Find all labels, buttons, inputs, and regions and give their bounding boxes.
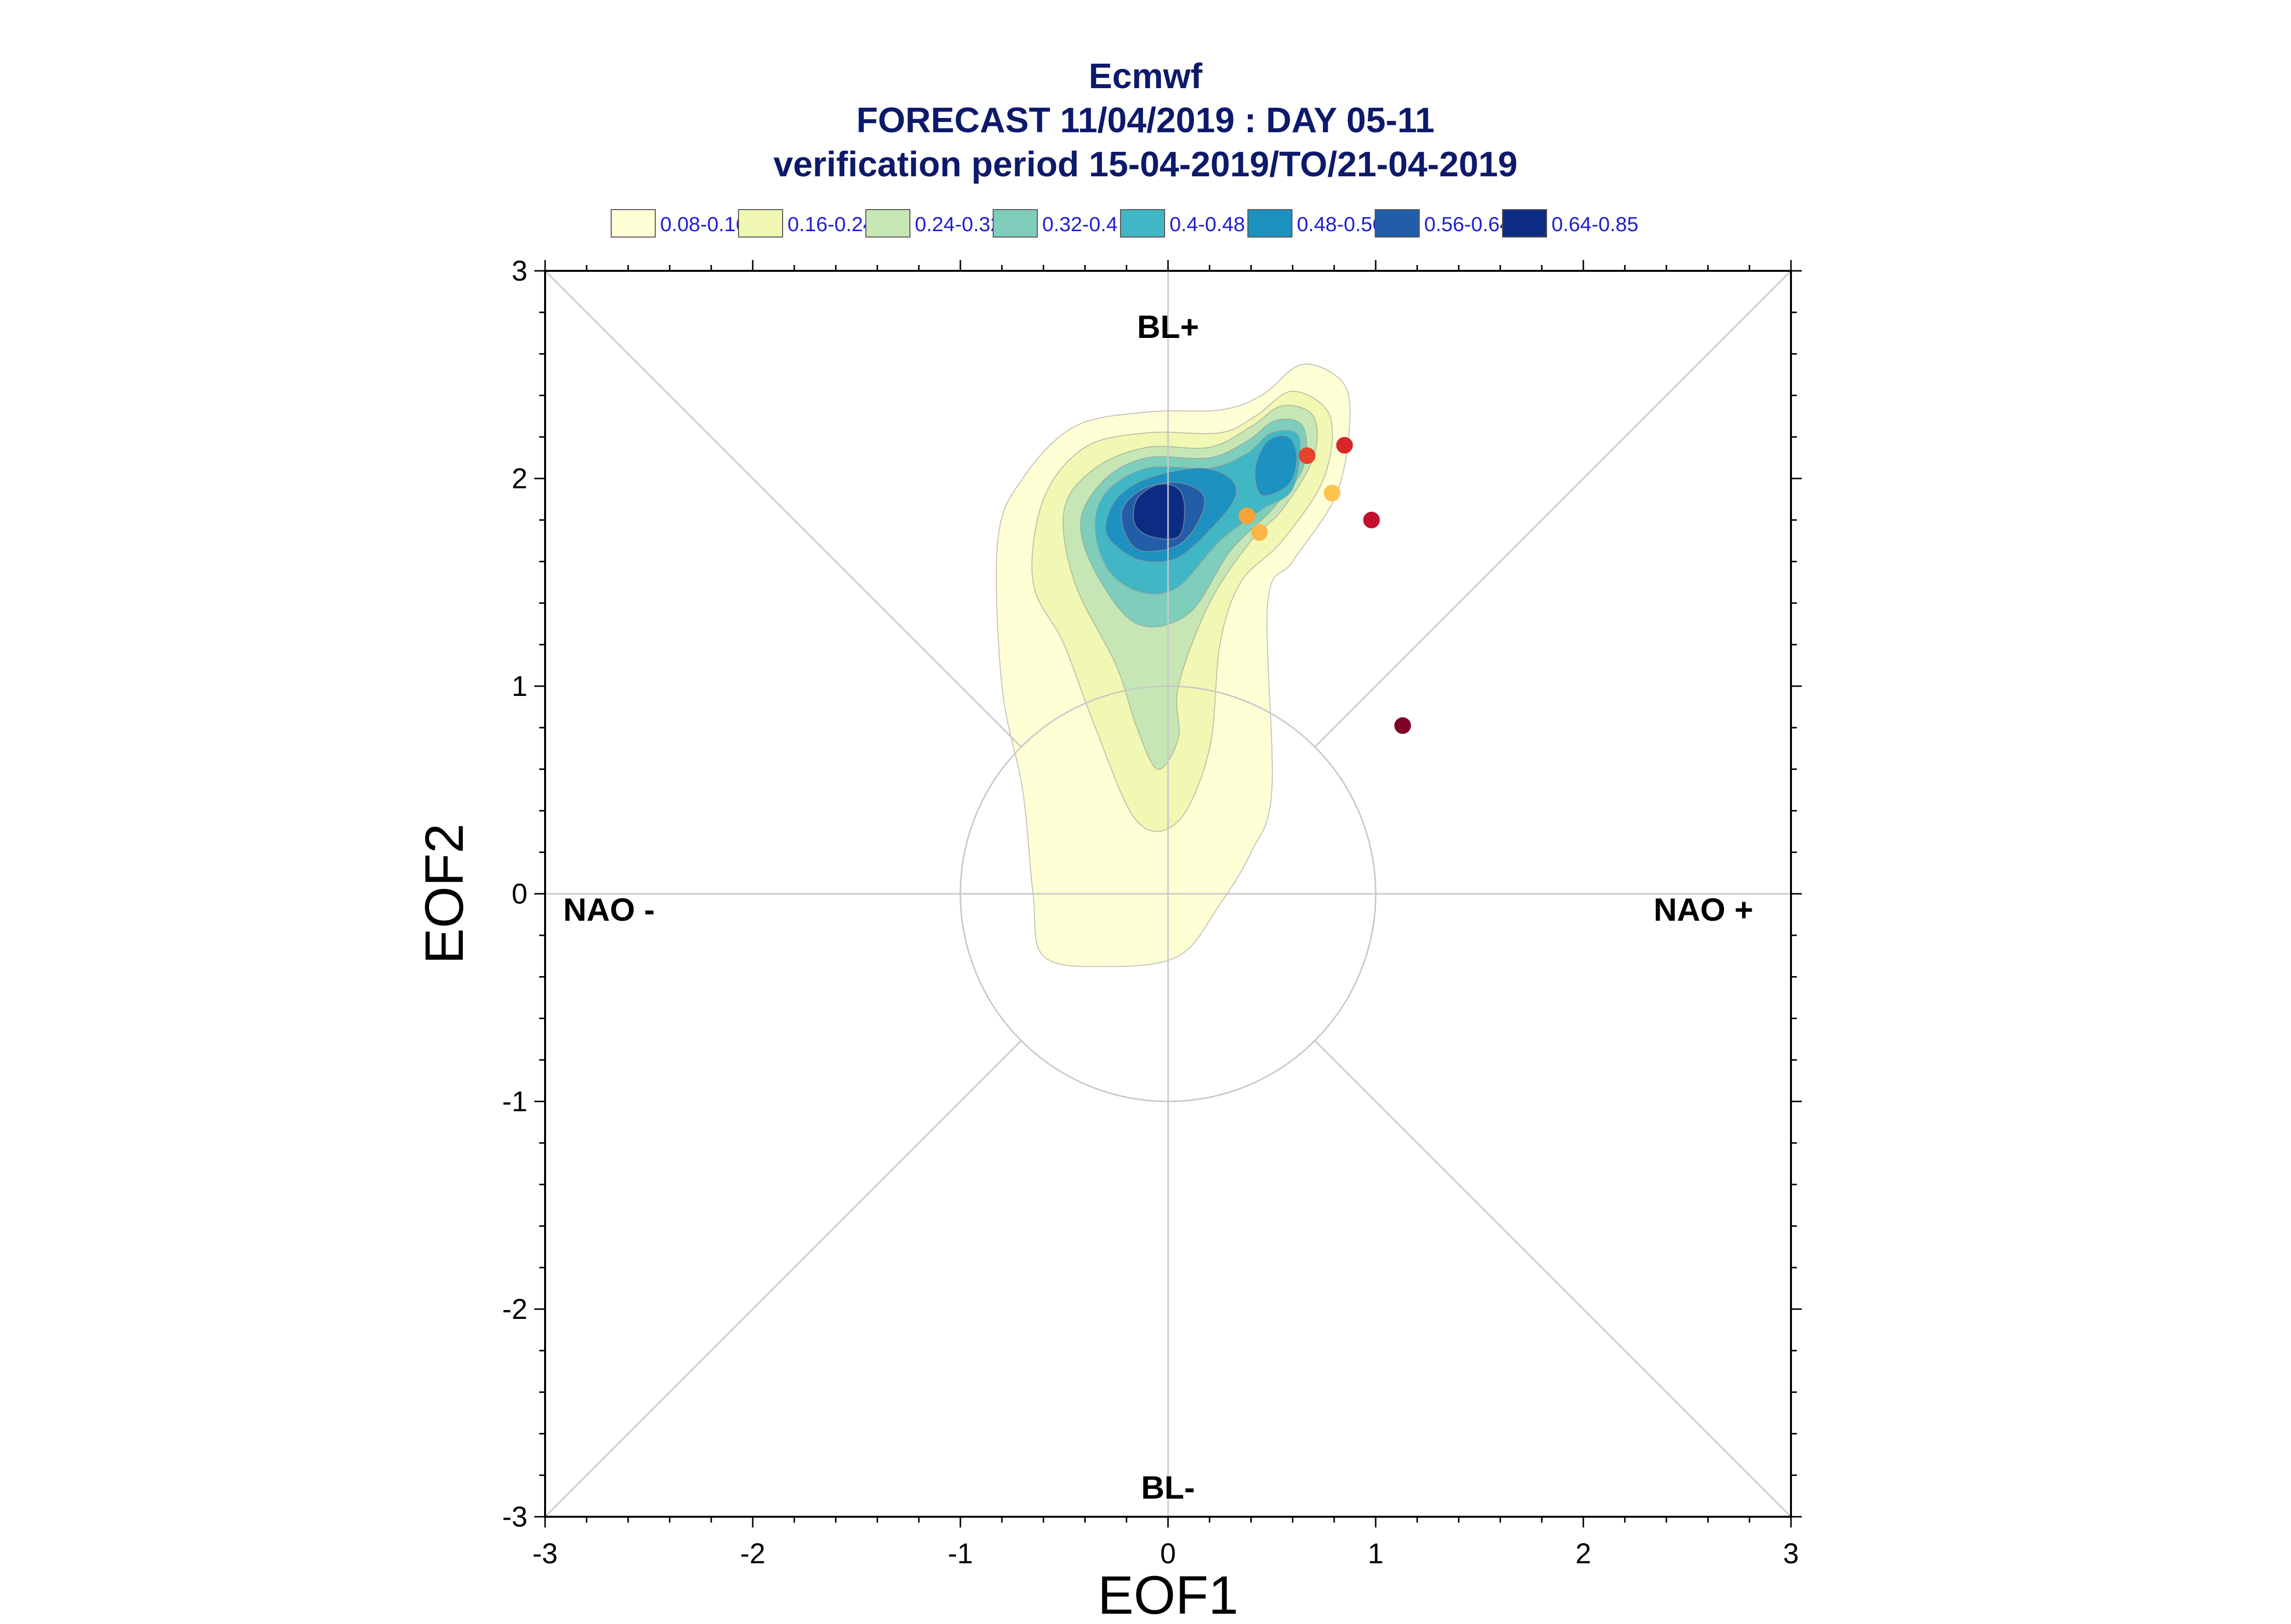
legend-swatch-4	[1120, 209, 1165, 238]
forecast-points	[1239, 437, 1411, 734]
forecast-point-2	[1323, 484, 1340, 502]
y-axis-label: EOF2	[414, 823, 475, 964]
plot-area: -3 -2 -1 0 1 2 3 -3 -2 -1 0 1 2 3 BL+ BL- NAO - NAO +…	[414, 255, 1802, 1624]
forecast-point-4	[1251, 524, 1268, 541]
reference-diagonal-1	[544, 270, 1022, 748]
legend-swatch-2	[865, 209, 910, 238]
legend: 0.08-0.16 0.16-0.24 0.24-0.32 0.32-0.4 0.4-0…	[611, 209, 1638, 238]
x-tick-label-2: -1	[948, 1538, 973, 1570]
y-tick-label-1: -2	[502, 1293, 527, 1325]
legend-label-4: 0.4-0.48	[1169, 213, 1245, 236]
x-tick-label-5: 2	[1575, 1538, 1591, 1570]
density-contour-6	[1254, 435, 1297, 497]
y-tick-label-4: 1	[512, 670, 527, 702]
y-tick-label-6: 3	[512, 255, 527, 287]
title-group: Ecmwf FORECAST 11/04/2019 : DAY 05-11 ve…	[773, 57, 1517, 184]
y-tick-label-2: -1	[502, 1086, 527, 1118]
legend-label-3: 0.32-0.4	[1042, 213, 1118, 236]
reference-diagonal-3	[1314, 1040, 1792, 1518]
x-tick-label-3: 0	[1160, 1538, 1176, 1570]
regime-label-bl-minus: BL-	[1141, 1469, 1195, 1505]
legend-label-5: 0.48-0.56	[1297, 213, 1384, 236]
legend-label-1: 0.16-0.24	[788, 213, 874, 236]
forecast-point-6	[1394, 717, 1411, 734]
x-tick-label-4: 1	[1368, 1538, 1384, 1570]
x-axis-label: EOF1	[1098, 1565, 1238, 1622]
forecast-point-3	[1239, 507, 1256, 525]
chart-title: Ecmwf	[1089, 57, 1203, 96]
density-contours	[996, 363, 1351, 967]
reference-circle	[959, 685, 1377, 1102]
regime-label-nao-minus: NAO -	[563, 891, 655, 928]
legend-swatch-6	[1375, 209, 1420, 238]
density-contour-8	[1133, 483, 1185, 540]
x-tick-label-0: -3	[532, 1538, 558, 1570]
legend-label-2: 0.24-0.32	[915, 213, 1002, 236]
legend-swatch-3	[993, 209, 1038, 238]
y-tick-label-0: -3	[502, 1501, 527, 1533]
legend-label-7: 0.64-0.85	[1551, 213, 1638, 236]
chart-subtitle-verification: verification period 15-04-2019/TO/21-04-…	[773, 145, 1517, 184]
legend-swatch-0	[611, 209, 656, 238]
legend-swatch-7	[1502, 209, 1547, 238]
regime-label-bl-plus: BL+	[1137, 309, 1199, 345]
y-tick-label-3: 0	[512, 878, 527, 910]
regime-labels: BL+ BL- NAO - NAO +	[563, 309, 1753, 1505]
forecast-point-5	[1363, 511, 1380, 528]
reference-lines	[544, 270, 1792, 1518]
chart-subtitle-forecast: FORECAST 11/04/2019 : DAY 05-11	[857, 101, 1435, 140]
reference-diagonal-0	[1314, 270, 1792, 748]
legend-swatch-5	[1247, 209, 1292, 238]
forecast-point-0	[1299, 447, 1316, 464]
axis-ticks: -3 -2 -1 0 1 2 3 -3 -2 -1 0 1 2 3	[502, 255, 1802, 1570]
x-tick-label-6: 3	[1783, 1538, 1799, 1570]
y-tick-label-5: 2	[512, 463, 527, 495]
forecast-point-1	[1336, 437, 1353, 454]
x-tick-label-1: -2	[740, 1538, 765, 1570]
reference-diagonal-2	[544, 1040, 1022, 1518]
legend-label-6: 0.56-0.64	[1424, 213, 1511, 236]
legend-swatch-1	[738, 209, 783, 238]
regime-label-nao-plus: NAO +	[1653, 891, 1753, 928]
legend-label-0: 0.08-0.16	[660, 213, 747, 236]
